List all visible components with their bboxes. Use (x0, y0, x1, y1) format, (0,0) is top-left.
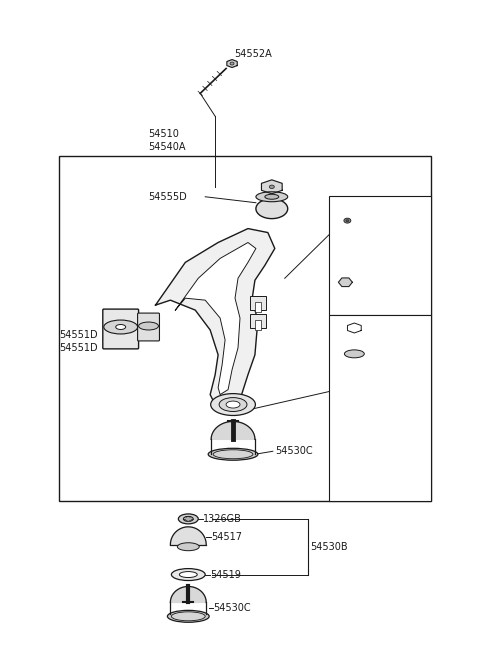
FancyBboxPatch shape (138, 313, 159, 341)
Bar (255, 302, 261, 312)
Polygon shape (336, 336, 372, 352)
Ellipse shape (346, 219, 349, 221)
Text: 54551D: 54551D (59, 330, 97, 340)
Text: 54519: 54519 (210, 570, 241, 580)
Text: 54517: 54517 (211, 532, 242, 542)
Ellipse shape (265, 195, 279, 199)
Ellipse shape (342, 332, 366, 340)
Polygon shape (175, 242, 256, 394)
FancyBboxPatch shape (103, 309, 139, 349)
Text: 1360JE: 1360JE (360, 214, 393, 223)
Ellipse shape (344, 218, 351, 223)
Ellipse shape (256, 192, 288, 202)
Ellipse shape (104, 320, 138, 334)
Ellipse shape (346, 386, 363, 392)
Text: 54557B: 54557B (360, 250, 397, 261)
Polygon shape (348, 323, 361, 333)
Bar (250, 296, 266, 310)
Polygon shape (156, 229, 275, 407)
Text: 54519: 54519 (381, 383, 412, 392)
Polygon shape (211, 421, 255, 440)
Ellipse shape (213, 450, 253, 458)
Text: 54517: 54517 (381, 343, 412, 353)
Ellipse shape (116, 324, 126, 329)
Ellipse shape (168, 610, 209, 622)
Ellipse shape (208, 448, 258, 460)
Text: 1326GB: 1326GB (203, 514, 242, 524)
Text: 54510: 54510 (148, 129, 180, 139)
Polygon shape (338, 278, 352, 287)
Ellipse shape (256, 198, 288, 219)
Ellipse shape (226, 401, 240, 408)
Text: 54530B: 54530B (311, 542, 348, 552)
Text: 54530C: 54530C (213, 603, 251, 613)
Ellipse shape (183, 516, 193, 521)
Text: 54555D: 54555D (148, 192, 187, 202)
Polygon shape (262, 180, 282, 194)
Bar (255, 320, 261, 330)
Ellipse shape (211, 394, 255, 415)
Text: 54540A: 54540A (148, 142, 186, 152)
Bar (59, 156, 431, 501)
Ellipse shape (344, 350, 364, 358)
Ellipse shape (179, 514, 198, 524)
Ellipse shape (269, 185, 274, 189)
Bar (250, 314, 266, 328)
Ellipse shape (139, 322, 158, 330)
Polygon shape (170, 586, 206, 603)
Polygon shape (227, 60, 237, 67)
Text: 54530C: 54530C (275, 446, 312, 457)
Ellipse shape (178, 543, 199, 551)
Polygon shape (170, 527, 206, 545)
Bar (329, 315, 431, 501)
Ellipse shape (337, 384, 371, 396)
Ellipse shape (219, 398, 247, 411)
Ellipse shape (230, 62, 234, 65)
Ellipse shape (171, 569, 205, 580)
Ellipse shape (180, 572, 197, 578)
Text: 54551D: 54551D (59, 343, 97, 353)
Bar (329, 196, 431, 315)
Ellipse shape (171, 612, 205, 621)
Text: 54552A: 54552A (234, 48, 272, 58)
